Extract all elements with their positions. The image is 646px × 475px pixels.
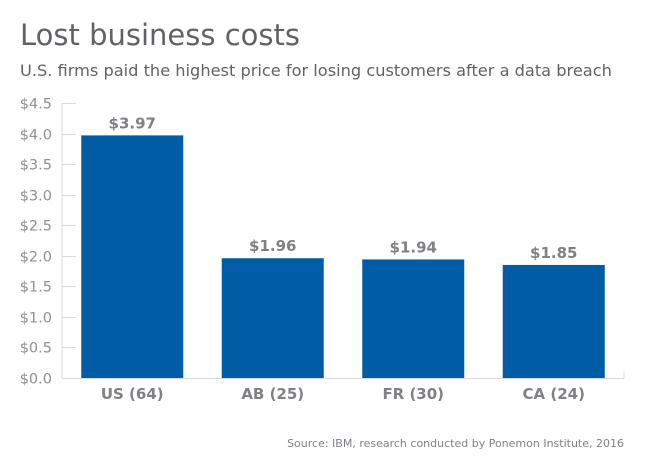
data-label: $1.96 <box>249 237 296 255</box>
data-label: $1.94 <box>390 238 437 256</box>
y-tick-label: $0.5 <box>20 341 52 357</box>
y-tick-label: $0.0 <box>20 372 52 388</box>
y-tick-label: $3.0 <box>20 189 52 205</box>
y-tick-label: $2.5 <box>20 219 52 235</box>
data-label: $1.85 <box>530 244 577 262</box>
bar-us <box>81 135 184 378</box>
x-tick-label: US (64) <box>101 385 164 403</box>
y-tick-label: $1.5 <box>20 280 52 296</box>
y-tick-label: $4.0 <box>20 128 52 144</box>
x-tick-label: CA (24) <box>523 385 585 403</box>
x-tick-label: FR (30) <box>382 385 444 403</box>
bar-ca <box>502 264 605 378</box>
x-tick-label: AB (25) <box>241 385 304 403</box>
y-tick-label: $1.0 <box>20 311 52 327</box>
source-note: Source: IBM, research conducted by Ponem… <box>287 437 624 450</box>
y-tick-label: $2.0 <box>20 250 52 266</box>
y-tick-label: $4.5 <box>20 97 52 113</box>
y-tick-label: $3.5 <box>20 158 52 174</box>
chart-subtitle: U.S. firms paid the highest price for lo… <box>20 61 612 80</box>
bar-ab <box>221 258 324 378</box>
bar-fr <box>362 259 465 378</box>
chart-title: Lost business costs <box>20 18 300 52</box>
data-label: $3.97 <box>109 114 156 132</box>
